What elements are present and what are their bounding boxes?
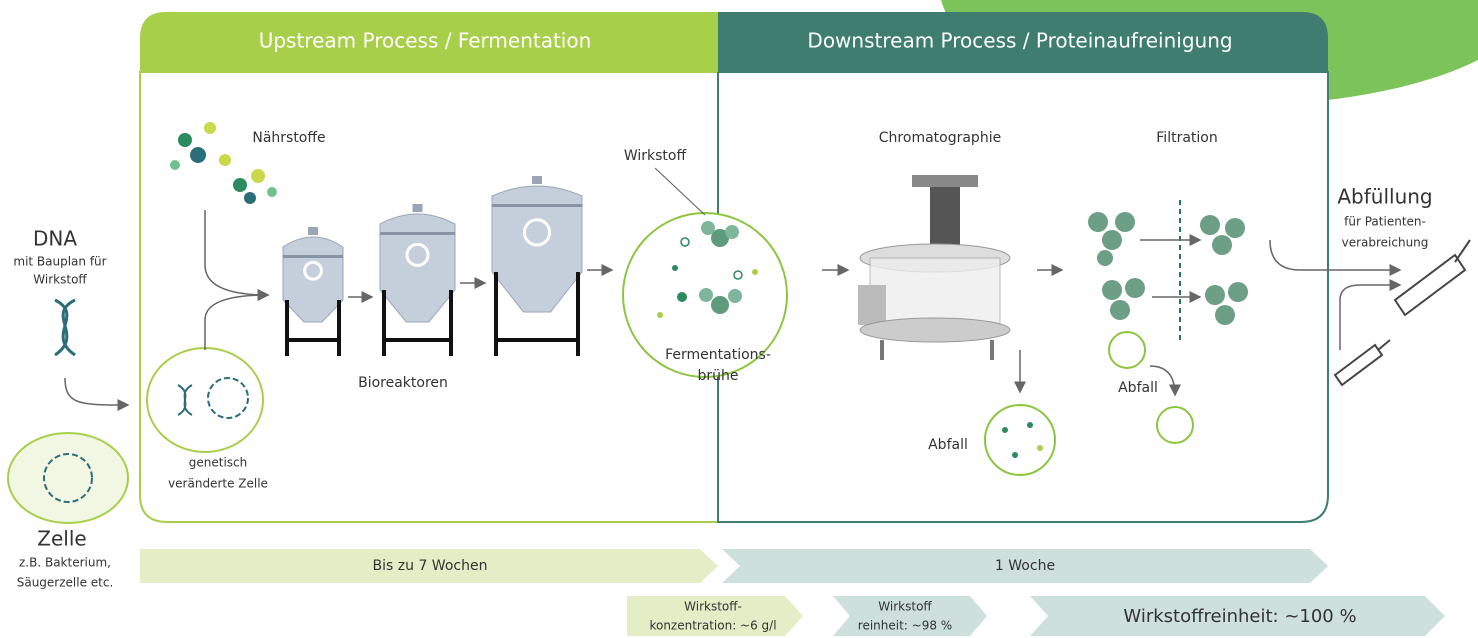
process-diagram: Upstream Process / Fermentation Downstre… xyxy=(0,0,1478,638)
waste-circle xyxy=(985,405,1055,475)
label: Wirkstoff xyxy=(624,148,687,164)
label: Nährstoffe xyxy=(252,130,325,146)
arrow xyxy=(1340,285,1400,350)
label: veränderte Zelle xyxy=(168,477,268,491)
metric-label: Wirkstoff xyxy=(878,600,932,614)
label: genetisch xyxy=(189,456,247,470)
label: Abfall xyxy=(928,437,968,453)
timeline-label: Bis zu 7 Wochen xyxy=(373,558,488,574)
reactor-part xyxy=(413,204,423,212)
label: Chromatographie xyxy=(879,130,1001,146)
reactor-part xyxy=(492,204,582,207)
dna-title: DNA xyxy=(33,227,77,251)
end-title: Abfüllung xyxy=(1337,185,1432,209)
label: Filtration xyxy=(1156,130,1217,146)
cell-title: Zelle xyxy=(37,527,86,551)
waste-circle xyxy=(1109,332,1145,368)
metric-label: Wirkstoff- xyxy=(684,600,742,614)
cell-line: Säugerzelle etc. xyxy=(17,576,114,590)
dna-line: Wirkstoff xyxy=(33,273,87,287)
timeline-label: 1 Woche xyxy=(995,558,1055,574)
end-line: verabreichung xyxy=(1342,236,1429,250)
cell-icon xyxy=(8,433,128,523)
cell-line: z.B. Bakterium, xyxy=(19,556,111,570)
metric-label: reinheit: ~98 % xyxy=(858,619,952,633)
end-line: für Patienten- xyxy=(1344,215,1426,229)
metric-label: Wirkstoffreinheit: ~100 % xyxy=(1123,606,1356,627)
reactor-part xyxy=(380,232,455,235)
dna-line: mit Bauplan für xyxy=(13,255,106,269)
panel-title: Upstream Process / Fermentation xyxy=(259,29,592,53)
panel-title: Downstream Process / Proteinaufreinigung xyxy=(807,29,1232,53)
label: Bioreaktoren xyxy=(358,375,448,391)
reactor-part xyxy=(283,255,343,258)
reactor-part xyxy=(308,227,318,235)
metric-label: konzentration: ~6 g/l xyxy=(649,619,776,633)
waste-circle xyxy=(1157,407,1193,443)
arrow xyxy=(65,378,128,405)
label: Fermentations- xyxy=(665,347,771,363)
label: Abfall xyxy=(1118,380,1158,396)
label: brühe xyxy=(697,368,738,384)
modified-cell xyxy=(147,348,263,452)
dna-icon xyxy=(55,300,75,355)
syringes xyxy=(1335,240,1470,385)
reactor-part xyxy=(532,176,542,184)
